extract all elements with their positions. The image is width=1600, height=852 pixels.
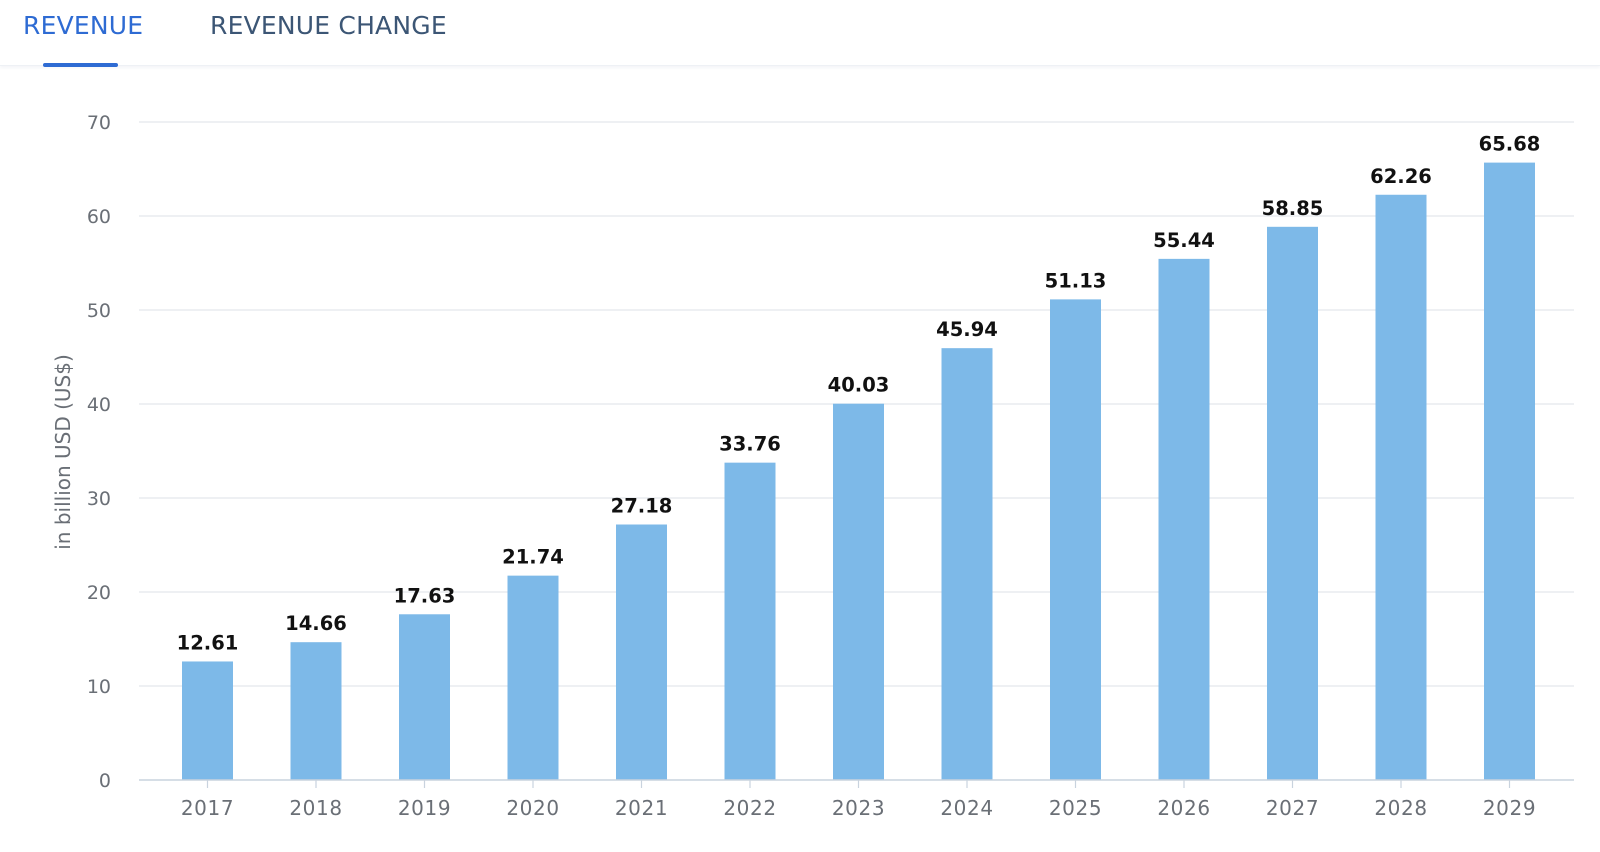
y-tick-label: 70 bbox=[87, 112, 111, 134]
bar-2018 bbox=[290, 642, 342, 780]
x-tick-label: 2019 bbox=[398, 796, 451, 820]
bar-2021 bbox=[616, 524, 667, 780]
data-label: 21.74 bbox=[502, 546, 564, 569]
data-label: 55.44 bbox=[1153, 229, 1215, 252]
data-label: 14.66 bbox=[285, 612, 347, 635]
bar-2022 bbox=[724, 462, 776, 780]
x-tick-label: 2017 bbox=[181, 796, 234, 820]
x-tick-label: 2027 bbox=[1266, 796, 1319, 820]
data-label: 40.03 bbox=[828, 374, 890, 397]
data-label: 58.85 bbox=[1262, 197, 1324, 220]
data-label: 51.13 bbox=[1045, 269, 1107, 292]
bar-2020 bbox=[507, 575, 559, 780]
data-label: 45.94 bbox=[936, 318, 998, 341]
bar-2023 bbox=[833, 403, 884, 780]
bar-2024 bbox=[941, 348, 993, 780]
data-label: 33.76 bbox=[719, 433, 781, 456]
data-label: 27.18 bbox=[611, 495, 673, 518]
bar-2017 bbox=[182, 661, 233, 780]
y-tick-label: 20 bbox=[87, 582, 111, 604]
x-tick-label: 2029 bbox=[1483, 796, 1536, 820]
x-tick-label: 2023 bbox=[832, 796, 885, 820]
y-tick-label: 30 bbox=[87, 488, 111, 510]
x-tick-label: 2025 bbox=[1049, 796, 1102, 820]
x-tick-label: 2020 bbox=[506, 796, 559, 820]
bar-2028 bbox=[1375, 194, 1427, 781]
bar-2026 bbox=[1158, 258, 1210, 780]
tab-bar: REVENUE REVENUE CHANGE bbox=[0, 0, 1600, 67]
x-tick-label: 2028 bbox=[1374, 796, 1427, 820]
x-tick-label: 2026 bbox=[1157, 796, 1210, 820]
x-tick-label: 2021 bbox=[615, 796, 668, 820]
data-label: 17.63 bbox=[394, 584, 456, 607]
y-tick-label: 60 bbox=[87, 206, 111, 228]
x-tick-label: 2024 bbox=[940, 796, 993, 820]
bar-layer bbox=[182, 162, 1535, 781]
bar-2025 bbox=[1050, 299, 1101, 780]
x-tick-label: 2022 bbox=[723, 796, 776, 820]
data-label: 62.26 bbox=[1370, 165, 1432, 188]
bar-2029 bbox=[1484, 162, 1535, 780]
x-tick-label: 2018 bbox=[289, 796, 342, 820]
tab-revenue[interactable]: REVENUE bbox=[23, 11, 144, 40]
bar-2027 bbox=[1267, 226, 1318, 780]
bar-2019 bbox=[399, 614, 450, 780]
y-tick-label: 50 bbox=[87, 300, 111, 322]
y-tick-label: 10 bbox=[87, 676, 111, 698]
axis-layer: 0 10 20 30 40 50 60 70 2017 2018 2019 2020 2021 2022 2… bbox=[87, 112, 1574, 820]
y-tick-label: 40 bbox=[87, 394, 111, 416]
active-tab-indicator bbox=[43, 63, 118, 67]
y-tick-label: 0 bbox=[99, 770, 111, 792]
data-label: 12.61 bbox=[177, 631, 239, 654]
tab-revenue-change[interactable]: REVENUE CHANGE bbox=[210, 11, 447, 40]
y-axis-title: in billion USD (US$) bbox=[51, 354, 75, 550]
data-label: 65.68 bbox=[1479, 133, 1541, 156]
label-layer: 12.61 14.66 17.63 21.74 27.18 33.76 40.03 45.94… bbox=[177, 133, 1541, 655]
